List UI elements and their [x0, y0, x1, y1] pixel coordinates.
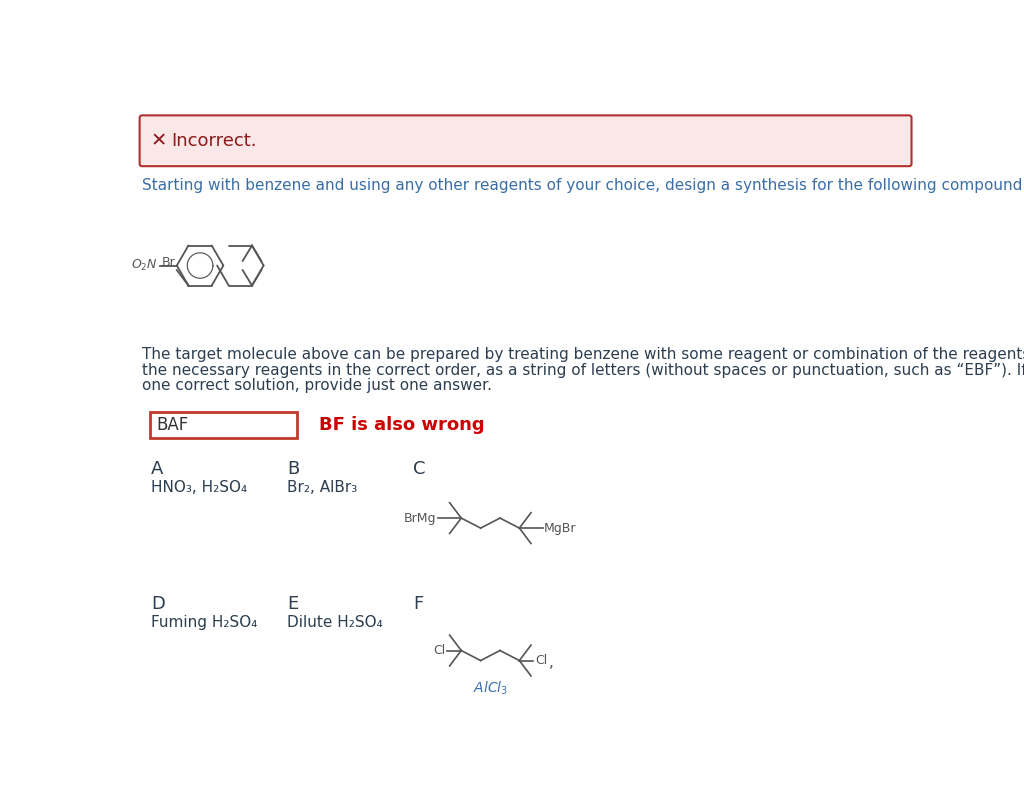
Text: A: A — [152, 460, 164, 477]
Text: MgBr: MgBr — [544, 521, 577, 534]
Text: ,: , — [549, 655, 554, 670]
Text: D: D — [152, 595, 165, 613]
Text: Br: Br — [162, 256, 175, 268]
Text: one correct solution, provide just one answer.: one correct solution, provide just one a… — [142, 378, 492, 393]
Text: The target molecule above can be prepared by treating benzene with some reagent : The target molecule above can be prepare… — [142, 347, 1024, 362]
FancyBboxPatch shape — [150, 412, 297, 438]
Text: $AlCl_3$: $AlCl_3$ — [473, 680, 508, 697]
Text: ✕: ✕ — [151, 131, 167, 151]
Text: the necessary reagents in the correct order, as a string of letters (without spa: the necessary reagents in the correct or… — [142, 363, 1024, 377]
Text: Cl: Cl — [433, 644, 445, 657]
Text: B: B — [287, 460, 299, 477]
Text: Br₂, AlBr₃: Br₂, AlBr₃ — [287, 480, 357, 494]
Text: F: F — [414, 595, 424, 613]
Text: HNO₃, H₂SO₄: HNO₃, H₂SO₄ — [152, 480, 248, 494]
FancyBboxPatch shape — [139, 115, 911, 166]
Text: BrMg: BrMg — [403, 512, 436, 525]
Text: E: E — [287, 595, 298, 613]
Text: C: C — [414, 460, 426, 477]
Text: Cl: Cl — [535, 654, 547, 667]
Text: Fuming H₂SO₄: Fuming H₂SO₄ — [152, 615, 258, 630]
Text: BAF: BAF — [156, 416, 188, 434]
Text: $O_2N$: $O_2N$ — [131, 258, 159, 273]
Text: Dilute H₂SO₄: Dilute H₂SO₄ — [287, 615, 383, 630]
Text: Incorrect.: Incorrect. — [171, 132, 257, 150]
Text: Starting with benzene and using any other reagents of your choice, design a synt: Starting with benzene and using any othe… — [142, 178, 1024, 193]
Text: BF is also wrong: BF is also wrong — [318, 416, 484, 434]
